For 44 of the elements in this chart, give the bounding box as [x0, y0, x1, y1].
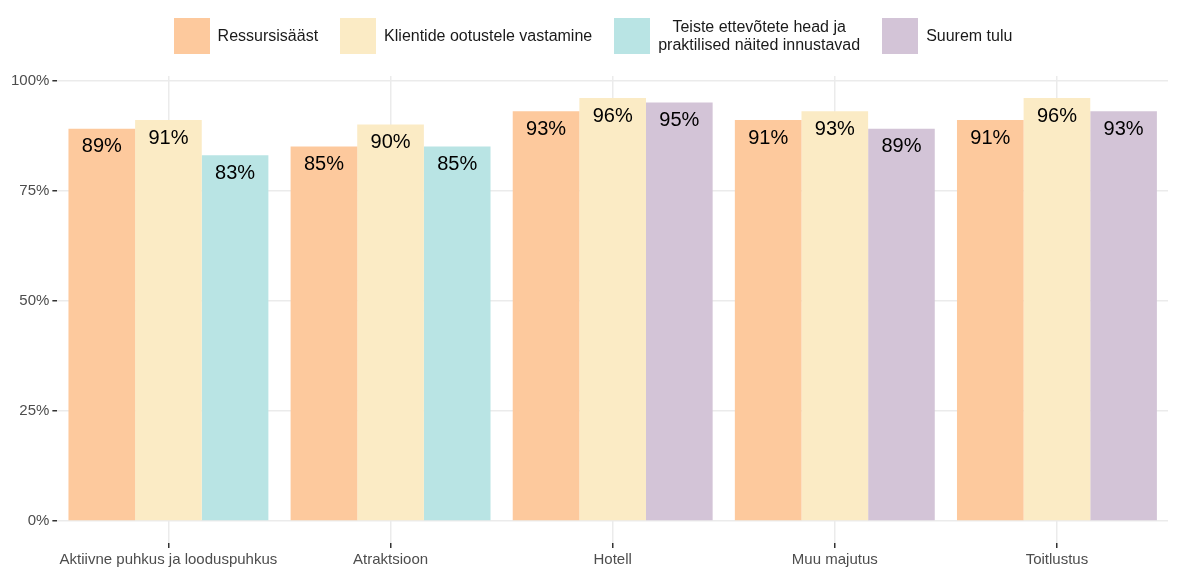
data-label: 89% — [81, 134, 123, 157]
bar — [801, 111, 869, 521]
bar — [512, 111, 580, 521]
x-tick-label: Atraktsioon — [353, 550, 429, 568]
x-tick-label: Hotell — [593, 550, 632, 568]
bar — [868, 128, 935, 521]
bar — [357, 124, 424, 521]
data-label: 89% — [881, 134, 922, 157]
data-label: 91% — [148, 125, 189, 148]
y-tick-label: 100% — [10, 70, 50, 88]
y-tick-label: 50% — [19, 290, 50, 308]
bar — [734, 120, 802, 521]
legend-label: Klientide ootustele vastamine — [384, 27, 593, 45]
bar — [68, 128, 136, 521]
y-tick-label: 75% — [19, 180, 50, 198]
bar — [956, 120, 1024, 521]
x-tick-label: Toitlustus — [1025, 550, 1089, 568]
bar — [1023, 98, 1091, 521]
data-label: 96% — [592, 103, 633, 126]
data-label: 85% — [303, 152, 345, 175]
data-label: 91% — [970, 125, 1011, 148]
legend-label: Suurem tulu — [926, 27, 1013, 45]
data-label: 96% — [1036, 103, 1078, 126]
bar — [201, 155, 269, 521]
data-label: 95% — [659, 107, 700, 130]
data-label: 93% — [526, 116, 567, 139]
data-label: 93% — [814, 116, 856, 139]
data-label: 93% — [1103, 116, 1144, 139]
bar — [579, 98, 646, 521]
x-tick-label: Aktiivne puhkus ja looduspuhkus — [59, 550, 278, 568]
data-label: 85% — [437, 152, 478, 175]
y-tick-label: 25% — [19, 400, 50, 418]
legend-label: Ressursisääst — [217, 27, 319, 45]
bar — [135, 120, 202, 521]
bar — [646, 102, 713, 521]
data-label: 91% — [748, 125, 789, 148]
y-tick-label: 0% — [27, 511, 50, 529]
x-tick-label: Muu majutus — [791, 550, 878, 568]
data-label: 83% — [215, 160, 256, 183]
legend-label: Teiste ettevõtete head ja praktilised näited innustavad — [658, 18, 861, 54]
bar — [1090, 111, 1157, 521]
bar — [423, 146, 491, 521]
data-label: 90% — [370, 129, 411, 152]
bar — [290, 146, 358, 521]
